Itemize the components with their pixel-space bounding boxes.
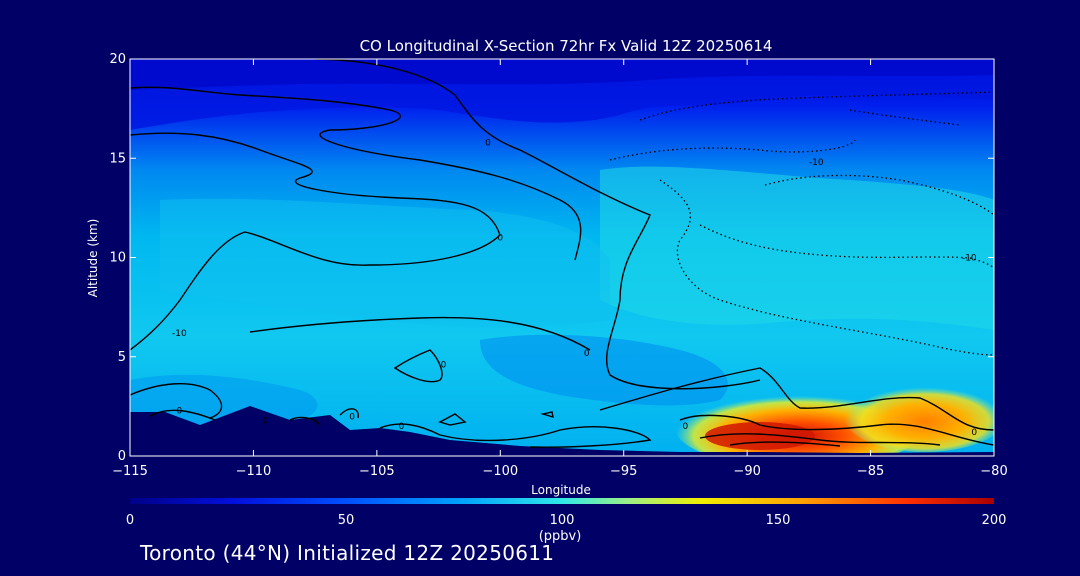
contour-label: 0 (584, 349, 590, 359)
contour-zero-upper (314, 59, 761, 390)
contour-zero-low-1 (130, 382, 223, 419)
x-tick-label: −100 (482, 464, 518, 479)
contour-negative (609, 91, 994, 356)
contour-neg-2 (609, 139, 856, 161)
contour-zero-plume-outer (599, 367, 994, 431)
colorbar-tick-label: 150 (766, 513, 791, 528)
x-axis-label: Longitude (531, 483, 591, 497)
x-tick-label: −95 (610, 464, 637, 479)
contour-label: 0 (683, 422, 689, 432)
contour-label: 0 (971, 428, 977, 438)
terrain (130, 406, 994, 456)
y-tick-label: 15 (109, 151, 126, 166)
contour-label: 0 (177, 406, 183, 416)
contour-label: 0 (263, 416, 269, 426)
colorbar-ticks: 0 50 100 150 200 (126, 513, 1007, 528)
y-tick-label: 20 (109, 52, 126, 67)
contour-label-group: 0 0 -10 0 0 0 0 0 0 0 0 -10 -10 (172, 138, 977, 438)
contour-zero-low-5 (379, 423, 652, 448)
x-tick-label: −115 (112, 464, 148, 479)
y-tick-label: 10 (109, 251, 126, 266)
contour-zero-loop-5 (540, 411, 554, 419)
colorbar-tick-label: 50 (338, 513, 355, 528)
contour-zero-wave (130, 86, 582, 261)
contour-label: 0 (485, 138, 491, 148)
contour-neg-3 (659, 179, 994, 356)
contour-label: -10 (962, 254, 977, 264)
co-field (130, 59, 994, 456)
contour-zero-low-2 (149, 409, 216, 421)
contour-label: 0 (497, 234, 503, 244)
y-axis-label: Altitude (km) (86, 219, 100, 298)
x-tick-label: −105 (359, 464, 395, 479)
contour-label: 0 (349, 412, 355, 422)
co-plume-core (705, 422, 815, 450)
y-tick-label: 5 (118, 350, 126, 365)
contour-zero-loop-2 (249, 316, 591, 351)
x-tick-label: −80 (980, 464, 1007, 479)
chart-title: CO Longitudinal X-Section 72hr Fx Valid … (360, 37, 773, 55)
x-tick-label: −85 (857, 464, 884, 479)
contour-neg-5 (764, 174, 994, 216)
colorbar (130, 498, 994, 504)
x-axis: −115 −110 −105 −100 −95 −90 −85 −80 (112, 59, 1008, 479)
contour-zero-low-4 (339, 408, 359, 419)
contour-zero-loop-3 (393, 349, 443, 383)
colorbar-unit-label: (ppbv) (539, 529, 582, 544)
y-tick-label: 0 (118, 449, 126, 464)
contour-zero-plume-inner-1 (679, 414, 994, 446)
contour-zero-loop-1 (130, 132, 501, 351)
co-plume-east (845, 384, 994, 452)
contour-lines (130, 59, 994, 448)
contour-label: -10 (809, 158, 824, 168)
colorbar-tick-label: 200 (982, 513, 1007, 528)
contour-zero-plume-inner-3 (729, 441, 841, 447)
footer-caption: Toronto (44°N) Initialized 12Z 20250611 (140, 541, 555, 565)
contour-label: 0 (399, 422, 405, 432)
contour-neg-6 (849, 109, 961, 126)
x-tick-label: −110 (236, 464, 272, 479)
x-tick-label: −90 (733, 464, 760, 479)
contour-label: 0 (441, 361, 447, 371)
contour-zero-plume-inner-2 (699, 433, 941, 446)
contour-neg-1 (639, 91, 994, 121)
y-axis: 0 5 10 15 20 (109, 52, 994, 464)
colorbar-tick-label: 0 (126, 513, 134, 528)
co-field-cyan-east (600, 166, 994, 330)
colorbar-tick-label: 100 (550, 513, 575, 528)
co-field-cyan-mid (160, 198, 610, 328)
contour-label: -10 (172, 329, 187, 339)
co-field-top-band (130, 59, 994, 90)
contour-zero-loop-4 (438, 413, 467, 426)
contour-zero-low-3 (289, 416, 321, 426)
